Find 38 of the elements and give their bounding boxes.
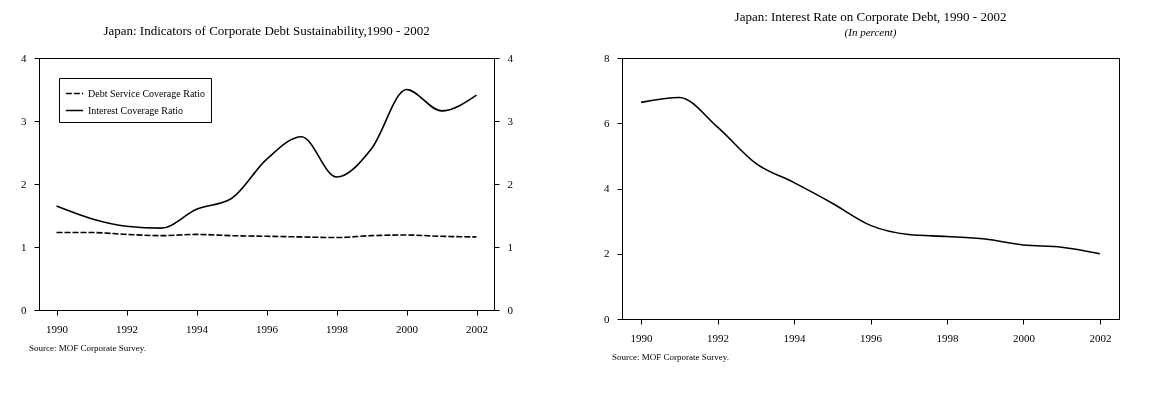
x-tick-label: 1990: [46, 322, 69, 335]
source-note: Source: MOF Corporate Survey.: [612, 352, 729, 362]
x-tick-label: 1994: [186, 322, 209, 335]
y-tick-label: 4: [604, 182, 610, 194]
y2-tick-label: 3: [507, 114, 514, 127]
chart-title: Japan: Indicators of Corporate Debt Sustainability,1990 - 2002: [103, 23, 430, 38]
x-tick-label: 2002: [1089, 331, 1112, 344]
y2-tick-label: 0: [507, 303, 514, 316]
y-tick-label: 4: [21, 51, 27, 64]
y-tick-label: 2: [604, 247, 610, 260]
y-tick-label: 3: [21, 114, 27, 127]
y2-tick-label: 4: [507, 51, 514, 64]
x-tick-label: 1992: [707, 331, 730, 344]
x-tick-label: 2002: [466, 322, 488, 335]
source-note: Source: MOF Corporate Survey.: [29, 343, 146, 353]
x-tick-label: 2000: [396, 322, 419, 335]
x-tick-label: 2000: [1012, 331, 1036, 344]
line-series: [640, 96, 1101, 255]
chart-subtitle: (In percent): [844, 26, 897, 39]
y-tick-label: 1: [21, 240, 27, 253]
y2-tick-label: 2: [507, 177, 513, 190]
legend-label: Interest Coverage Ratio: [88, 104, 183, 116]
x-tick-label: 1990: [630, 331, 654, 344]
x-tick-label: 1996: [860, 331, 883, 344]
x-tick-label: 1996: [256, 322, 279, 335]
legend-label: Debt Service Coverage Ratio: [88, 87, 205, 99]
y-tick-label: 6: [604, 116, 610, 129]
y-tick-label: 2: [21, 177, 27, 190]
line-series: [55, 88, 478, 229]
x-tick-label: 1998: [936, 331, 959, 344]
x-tick-label: 1992: [116, 322, 138, 335]
x-tick-label: 1998: [326, 322, 349, 335]
y-tick-label: 8: [604, 51, 610, 64]
x-tick-label: 1994: [783, 331, 807, 344]
y-tick-label: 0: [21, 303, 27, 316]
y-tick-label: 0: [604, 312, 610, 325]
chart-title: Japan: Interest Rate on Corporate Debt, 1990 - 2002: [734, 9, 1007, 24]
y2-tick-label: 1: [507, 240, 513, 253]
